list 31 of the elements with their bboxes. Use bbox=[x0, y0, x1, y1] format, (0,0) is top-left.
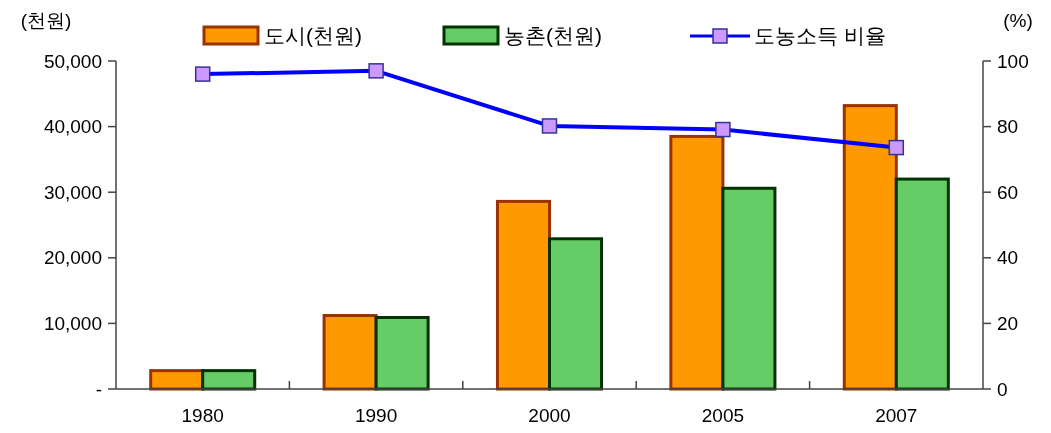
y2-tick-label: 60 bbox=[997, 181, 1019, 203]
bar bbox=[721, 186, 777, 391]
legend-label: 농촌(천원) bbox=[504, 24, 602, 48]
legend-label: 도시(천원) bbox=[264, 24, 362, 48]
y2-axis-title: (%) bbox=[1003, 10, 1033, 31]
y-axis-title: (천원) bbox=[20, 10, 72, 31]
y-tick-label: - bbox=[95, 378, 102, 400]
y2-tick-label: 0 bbox=[997, 378, 1008, 400]
bar bbox=[374, 316, 430, 391]
x-tick-label: 1990 bbox=[354, 405, 398, 426]
bar bbox=[669, 134, 725, 391]
legend-label: 도농소득 비율 bbox=[754, 24, 886, 48]
bar bbox=[842, 104, 898, 391]
y-tick-label: 20,000 bbox=[43, 247, 102, 269]
bar bbox=[495, 199, 551, 391]
x-tick-label: 2000 bbox=[528, 405, 571, 426]
bar bbox=[548, 237, 604, 391]
bar bbox=[322, 314, 378, 391]
y2-tick-label: 40 bbox=[997, 247, 1019, 269]
bar bbox=[894, 177, 950, 391]
y-tick-label: 50,000 bbox=[43, 50, 102, 72]
x-tick-label: 1980 bbox=[181, 405, 224, 426]
y2-tick-label: 100 bbox=[997, 50, 1029, 72]
x-tick-label: 2005 bbox=[701, 405, 745, 426]
x-tick-label: 2007 bbox=[875, 405, 918, 426]
y-tick-label: 10,000 bbox=[43, 313, 102, 335]
y-tick-label: 30,000 bbox=[43, 181, 102, 203]
bar bbox=[201, 369, 257, 391]
y2-tick-label: 80 bbox=[997, 116, 1019, 138]
y-tick-label: 40,000 bbox=[43, 116, 102, 138]
y2-tick-label: 20 bbox=[997, 313, 1019, 335]
